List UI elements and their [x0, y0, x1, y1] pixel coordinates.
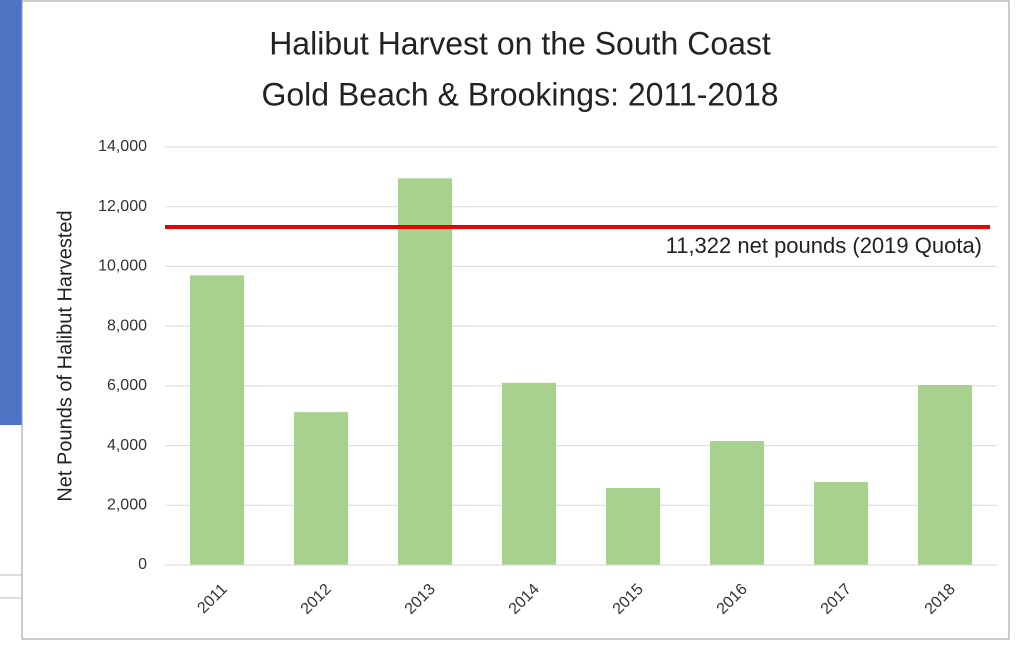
slide-panel — [0, 0, 22, 425]
y-tick-label: 0 — [138, 556, 147, 573]
quota-label: 11,322 net pounds (2019 Quota) — [666, 233, 982, 258]
bar — [917, 384, 973, 565]
y-axis-label: Net Pounds of Halibut Harvested — [54, 210, 76, 501]
y-tick-label: 6,000 — [107, 377, 147, 394]
y-tick-label: 4,000 — [107, 437, 147, 454]
bar — [813, 481, 869, 565]
bar — [397, 178, 453, 565]
chart-title: Halibut Harvest on the South Coast — [269, 25, 771, 61]
bar — [709, 441, 765, 565]
y-tick-label: 10,000 — [98, 258, 147, 275]
y-tick-label: 12,000 — [98, 198, 147, 215]
bar — [501, 382, 557, 565]
chart-subtitle: Gold Beach & Brookings: 2011-2018 — [261, 76, 778, 112]
y-tick-label: 8,000 — [107, 317, 147, 334]
bar — [189, 275, 245, 565]
bar — [605, 487, 661, 565]
y-tick-label: 14,000 — [98, 138, 147, 155]
bar — [293, 412, 349, 565]
y-tick-label: 2,000 — [107, 497, 147, 514]
